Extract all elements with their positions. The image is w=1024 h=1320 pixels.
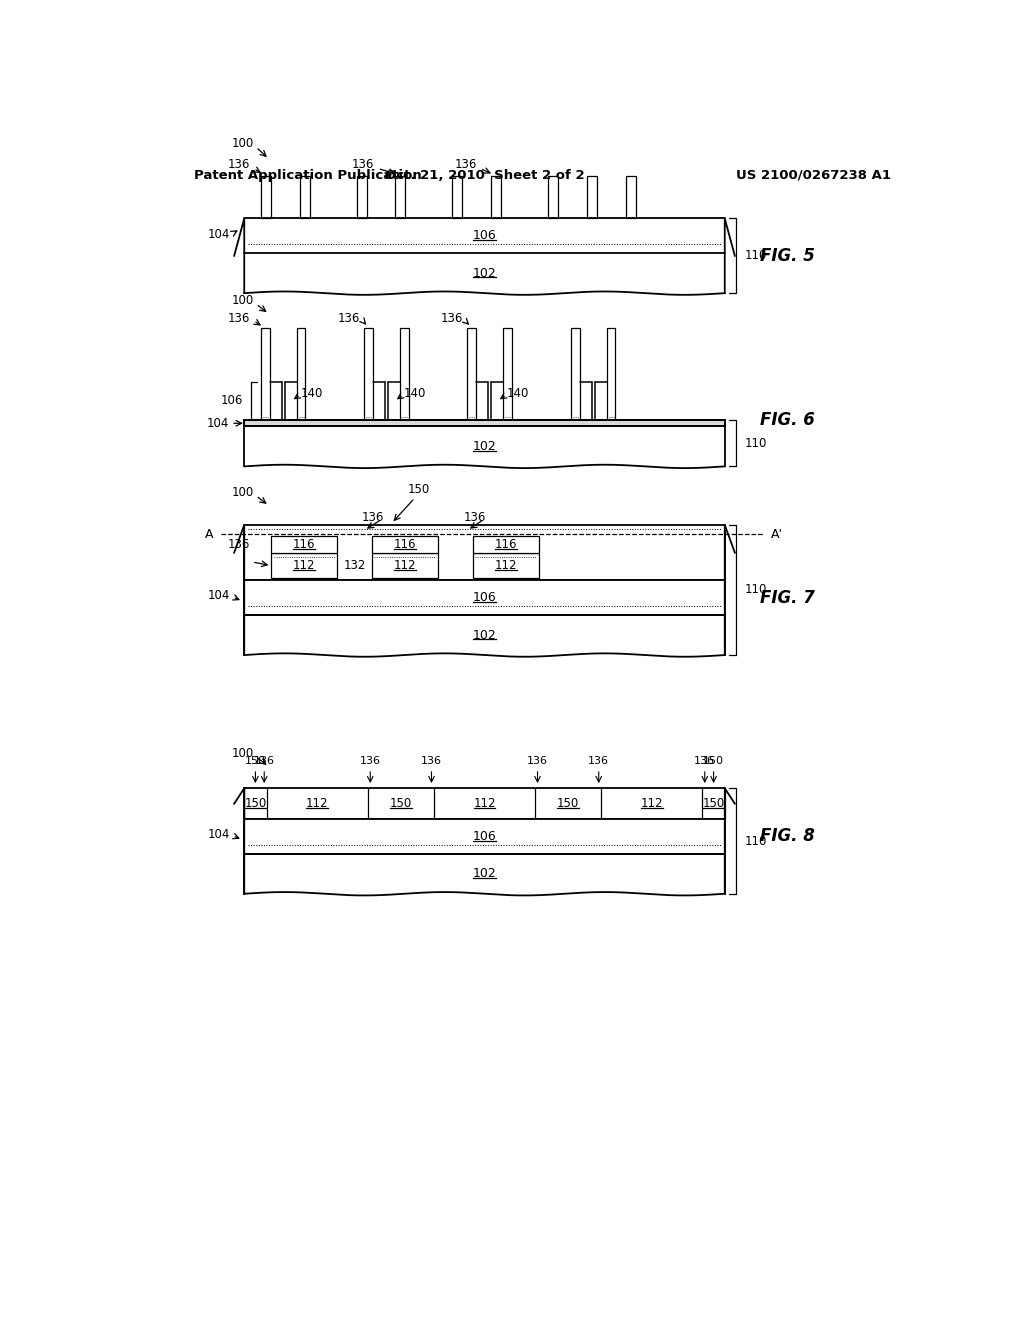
Text: A': A' xyxy=(771,528,783,541)
Text: 132: 132 xyxy=(343,560,366,573)
Text: FIG. 6: FIG. 6 xyxy=(760,412,814,429)
Bar xyxy=(400,327,409,420)
Bar xyxy=(452,176,462,219)
Text: Patent Application Publication: Patent Application Publication xyxy=(194,169,422,182)
Text: 102: 102 xyxy=(473,440,497,453)
Text: 102: 102 xyxy=(473,867,497,880)
Bar xyxy=(271,536,337,553)
Text: FIG. 7: FIG. 7 xyxy=(760,589,814,607)
Text: 116: 116 xyxy=(394,539,417,552)
Bar xyxy=(300,176,310,219)
Text: 104: 104 xyxy=(208,227,230,240)
Text: 112: 112 xyxy=(306,797,329,810)
Text: 136: 136 xyxy=(352,158,375,172)
Bar xyxy=(261,176,271,219)
Text: 136: 136 xyxy=(359,756,381,767)
Text: 106: 106 xyxy=(221,395,244,408)
Bar xyxy=(626,176,636,219)
Text: 140: 140 xyxy=(403,387,426,400)
Bar xyxy=(467,327,476,420)
Text: 102: 102 xyxy=(473,267,497,280)
Bar xyxy=(372,553,438,578)
Text: 140: 140 xyxy=(507,387,529,400)
Text: 150: 150 xyxy=(245,756,266,767)
Text: Oct. 21, 2010  Sheet 2 of 2: Oct. 21, 2010 Sheet 2 of 2 xyxy=(385,169,585,182)
Text: 104: 104 xyxy=(207,417,228,430)
Text: 106: 106 xyxy=(473,230,497,243)
Text: 104: 104 xyxy=(208,828,230,841)
Text: 106: 106 xyxy=(473,591,497,605)
Text: 110: 110 xyxy=(744,583,767,597)
Text: 136: 136 xyxy=(694,756,716,767)
Bar xyxy=(245,818,725,854)
Bar xyxy=(271,553,337,578)
Text: 136: 136 xyxy=(464,511,486,524)
Text: 106: 106 xyxy=(473,830,497,843)
Text: 136: 136 xyxy=(254,756,274,767)
Text: 136: 136 xyxy=(421,756,442,767)
Bar xyxy=(261,327,270,420)
Text: 104: 104 xyxy=(208,590,230,602)
Text: 136: 136 xyxy=(455,158,477,172)
Bar xyxy=(571,327,580,420)
Bar xyxy=(365,327,373,420)
Text: 150: 150 xyxy=(390,797,412,810)
Text: US 2100/0267238 A1: US 2100/0267238 A1 xyxy=(736,169,891,182)
Bar xyxy=(245,420,725,426)
Text: 112: 112 xyxy=(394,560,417,573)
Text: 100: 100 xyxy=(231,294,254,308)
Text: 100: 100 xyxy=(231,137,254,150)
Text: 112: 112 xyxy=(495,560,517,573)
Bar xyxy=(548,176,558,219)
Bar xyxy=(245,525,725,581)
Bar xyxy=(503,327,512,420)
Text: 136: 136 xyxy=(527,756,548,767)
Text: 136: 136 xyxy=(588,756,609,767)
Text: A: A xyxy=(205,528,213,541)
Bar xyxy=(356,176,367,219)
Text: 136: 136 xyxy=(440,312,463,325)
Bar xyxy=(587,176,597,219)
Bar xyxy=(607,327,615,420)
Text: 150: 150 xyxy=(245,797,266,810)
Text: 112: 112 xyxy=(641,797,663,810)
Bar xyxy=(372,536,438,553)
Text: 102: 102 xyxy=(473,628,497,642)
Bar xyxy=(473,536,539,553)
Text: FIG. 5: FIG. 5 xyxy=(760,247,814,265)
Text: 150: 150 xyxy=(408,483,430,496)
Text: FIG. 8: FIG. 8 xyxy=(760,828,814,845)
Text: 136: 136 xyxy=(227,539,250,552)
Text: 116: 116 xyxy=(495,539,517,552)
Text: 112: 112 xyxy=(473,797,496,810)
Bar xyxy=(297,327,305,420)
Bar xyxy=(245,788,725,818)
Text: 140: 140 xyxy=(300,387,323,400)
Text: 116: 116 xyxy=(293,539,315,552)
Bar xyxy=(490,176,501,219)
Text: 150: 150 xyxy=(703,756,724,767)
Text: 136: 136 xyxy=(361,511,384,524)
Text: 110: 110 xyxy=(744,249,767,263)
Text: 136: 136 xyxy=(338,312,360,325)
Text: 100: 100 xyxy=(231,486,254,499)
Bar xyxy=(395,176,406,219)
Text: 110: 110 xyxy=(744,834,767,847)
Text: 112: 112 xyxy=(293,560,315,573)
Bar xyxy=(245,581,725,615)
Text: 150: 150 xyxy=(702,797,725,810)
Text: 150: 150 xyxy=(557,797,580,810)
Bar xyxy=(473,553,539,578)
Text: 136: 136 xyxy=(228,312,251,325)
Text: 100: 100 xyxy=(231,747,254,760)
Text: 110: 110 xyxy=(744,437,767,450)
Text: 136: 136 xyxy=(228,158,251,172)
